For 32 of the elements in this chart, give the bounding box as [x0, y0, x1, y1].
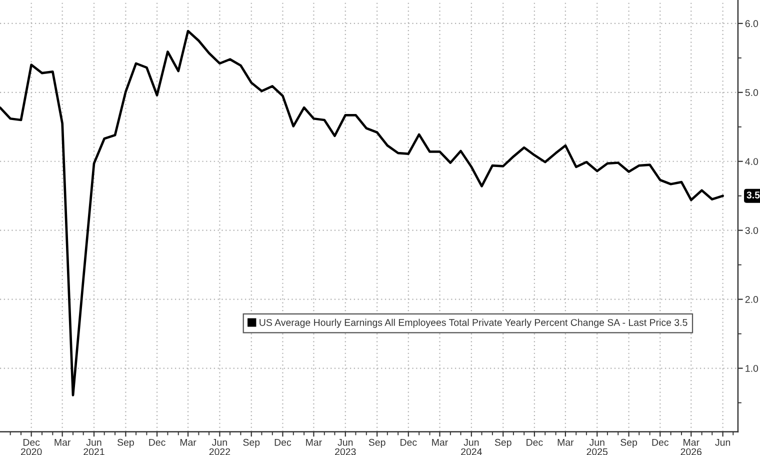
x-tick-label: Jun 2021: [84, 439, 104, 455]
x-tick-label: Jun 2024: [461, 439, 482, 455]
x-tick-label: Dec: [652, 439, 669, 446]
y-tick-label: 1.0: [746, 364, 758, 372]
x-tick-label: Sep: [368, 438, 386, 448]
x-tick-label: Jun 2025: [586, 439, 608, 455]
y-tick-label: 5.0: [745, 89, 758, 96]
legend-label: US Average Hourly Earnings All Employees Total Private Yearly Percent Change SA - Last Price 3.5: [260, 318, 688, 328]
x-tick-label: Dec: [400, 439, 417, 446]
x-tick-label: Sep: [620, 438, 638, 448]
x-tick-label: Dec 2020: [21, 439, 42, 455]
x-tick-label: Jun 2023: [335, 439, 356, 455]
x-tick-label: Dec: [526, 439, 543, 446]
x-tick-label: Mar: [558, 439, 574, 446]
y-tick-label: 3.0: [745, 227, 758, 234]
x-tick-label: Sep: [243, 438, 260, 448]
x-tick-label: Jun 2022: [209, 439, 230, 455]
x-tick-label: Mar 2026: [680, 439, 702, 455]
text: 3.5: [746, 192, 760, 198]
y-tick-label: 4.0: [745, 158, 758, 165]
x-tick-label: Sep: [117, 438, 134, 448]
y-tick-label: 2.0: [745, 296, 758, 303]
x-tick-label: Dec: [274, 439, 292, 446]
x-tick-label: Mar: [306, 439, 322, 446]
x-tick-label: Jun: [715, 439, 730, 446]
x-tick-label: Mar: [180, 439, 196, 446]
x-tick-label: Sep: [494, 438, 512, 448]
x-tick-label: Mar: [432, 439, 448, 446]
x-tick-label: Mar: [54, 439, 71, 446]
x-tick-label: Dec: [149, 439, 166, 446]
y-tick-label: 6.0: [745, 20, 758, 28]
line-series: [0, 30, 724, 396]
